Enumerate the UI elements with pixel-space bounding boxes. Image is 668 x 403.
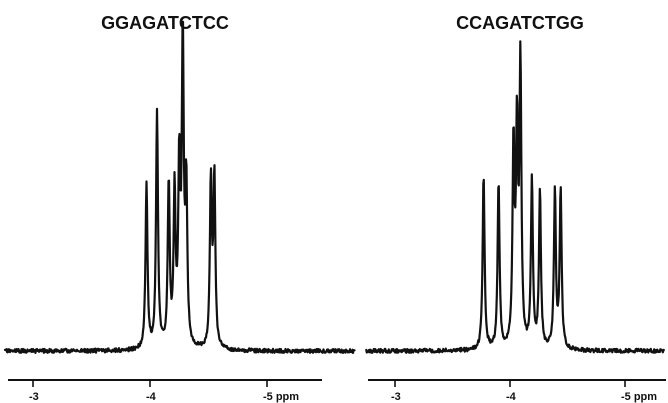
- panel-title-left: GGAGATCTCC: [101, 13, 229, 33]
- peak-point-right-2: [498, 182, 500, 184]
- x-tick-label-left-5: -5 ppm: [263, 391, 299, 403]
- spectrum-trace-right: [365, 40, 665, 354]
- spectrum-panel-right: CCAGATCTGG -3 -4 -5 ppm: [365, 13, 666, 403]
- panel-title-right: CCAGATCTGG: [456, 13, 584, 33]
- peak-point-right-1: [483, 174, 485, 176]
- x-tick-label-left-3: -3: [29, 391, 39, 403]
- x-tick-label-right-4: -4: [506, 391, 517, 403]
- spectrum-trace-left: [3, 20, 356, 354]
- x-axis-ticks-left: -3 -4 -5 ppm: [29, 380, 299, 403]
- x-tick-label-right-3: -3: [391, 391, 401, 403]
- x-axis-ticks-right: -3 -4 -5 ppm: [391, 380, 657, 403]
- x-tick-label-left-4: -4: [146, 391, 157, 403]
- spectrum-trace-group-right: [365, 40, 665, 354]
- spectrum-trace-group-left: [3, 20, 356, 354]
- spectrum-panel-left: GGAGATCTCC -3 -4 -5 ppm: [3, 13, 356, 403]
- x-tick-label-right-5: -5 ppm: [621, 391, 657, 403]
